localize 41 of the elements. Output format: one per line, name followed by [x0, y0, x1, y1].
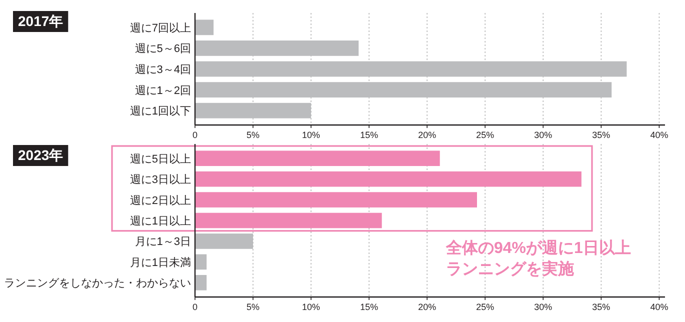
y-tick-label: 週に7回以上 [130, 21, 191, 34]
bar [195, 212, 382, 228]
bar [195, 171, 582, 187]
x-tick-label: 35% [592, 130, 610, 140]
bar [195, 150, 440, 166]
x-tick-label: 15% [360, 130, 378, 140]
bar [195, 274, 207, 290]
y-tick-label: 月に1～3日 [134, 236, 191, 248]
x-tick-label: 15% [360, 302, 378, 312]
y-tick-label: 月に1日未満 [130, 256, 191, 269]
annotation: 全体の94%が週に1日以上 [445, 239, 631, 257]
y-tick-label: 週に3～4回 [134, 64, 191, 76]
y-tick-label: 週に1～2回 [134, 84, 191, 97]
x-tick-label: 30% [534, 302, 552, 312]
y-tick-label: 週に1回以下 [130, 104, 191, 118]
y-tick-label: 週に1日以上 [130, 214, 191, 228]
text: 2017年 [18, 13, 64, 29]
x-tick-label: 40% [650, 130, 668, 140]
x-tick-label: 0 [192, 302, 198, 312]
y-tick-label: 週に5日以上 [130, 152, 191, 166]
x-tick-label: 5% [246, 130, 260, 140]
x-tick-label: 35% [592, 302, 610, 312]
x-tick-label: 30% [534, 130, 552, 140]
x-tick-label: 0 [192, 130, 198, 140]
annotation: ランニングを実施 [446, 259, 575, 278]
x-tick-label: 10% [302, 302, 320, 312]
y-tick-label: 週に3日以上 [130, 173, 191, 186]
text: 2023年 [18, 147, 64, 163]
x-tick-label: 5% [246, 302, 260, 312]
bar [195, 192, 477, 208]
x-tick-label: 25% [476, 302, 494, 312]
y-tick-label: 週に5～6回 [134, 43, 191, 56]
y-tick-label: 週に2日以上 [130, 194, 191, 207]
y-tick-label: ランニングをしなかった・わからない [4, 278, 191, 290]
bar [195, 20, 214, 36]
x-tick-label: 20% [418, 130, 436, 140]
x-tick-label: 40% [650, 302, 668, 312]
x-tick-label: 10% [302, 130, 320, 140]
x-tick-label: 25% [476, 130, 494, 140]
x-tick-label: 20% [418, 302, 436, 312]
bar [195, 254, 207, 270]
